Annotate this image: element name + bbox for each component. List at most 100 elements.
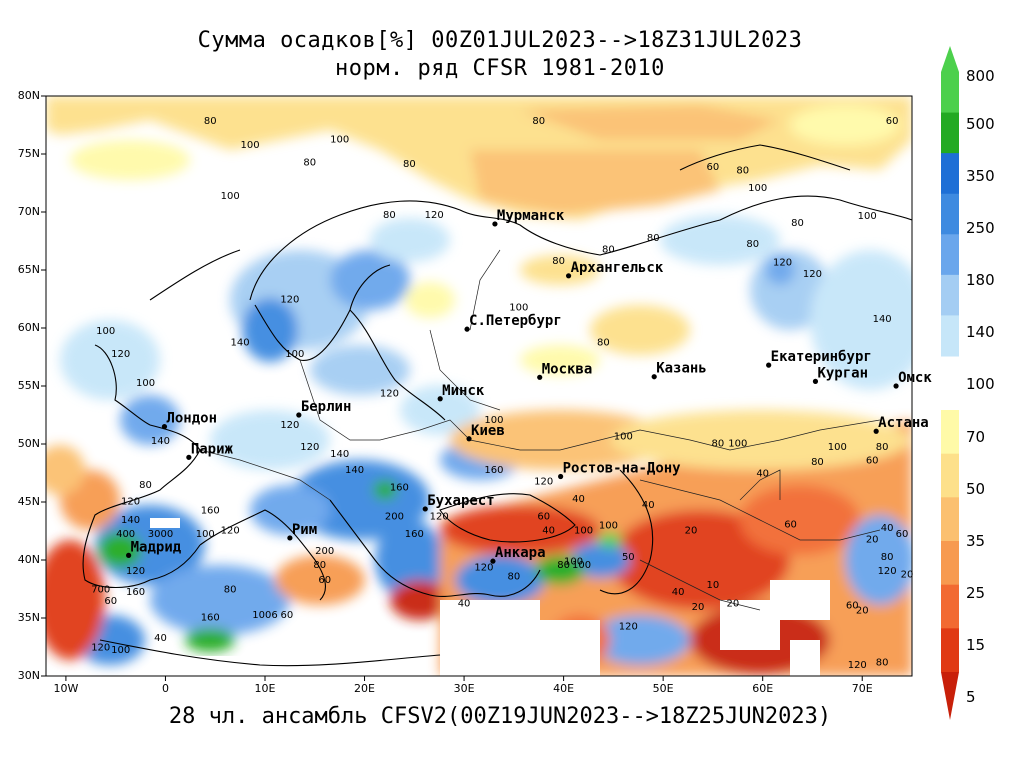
contour-label: 20: [692, 602, 705, 613]
contour-label: 100: [136, 378, 155, 389]
contour-label: 140: [231, 337, 250, 348]
colorbar-swatch: [941, 315, 959, 357]
contour-label: 80: [383, 210, 396, 221]
colorbar-label: 800: [966, 67, 995, 85]
city-dot: [893, 383, 899, 389]
contour-label: 60: [866, 456, 879, 467]
contour-label: 60: [707, 162, 720, 173]
colorbar-label: 500: [966, 115, 995, 133]
map-title-line2: норм. ряд CFSR 1981-2010: [335, 56, 665, 81]
colorbar-label: 25: [966, 584, 986, 602]
contour-label: 100: [241, 140, 260, 151]
contour-label: 100: [96, 326, 115, 337]
city-label: Минск: [442, 383, 485, 399]
contour-label: 120: [425, 210, 444, 221]
colorbar-label: 100: [966, 375, 995, 393]
contour-label: 140: [121, 515, 140, 526]
contour-label: 80: [557, 560, 570, 571]
city-dot: [422, 506, 428, 512]
contour-label: 120: [534, 477, 553, 488]
city-dot: [287, 535, 293, 541]
colorbar-label: 5: [966, 688, 976, 706]
colorbar-swatch: [941, 541, 959, 586]
colorbar-top-arrow: [941, 46, 959, 72]
city-label: Рим: [292, 522, 317, 538]
contour-label: 120: [91, 642, 110, 653]
colorbar-swatch: [941, 112, 959, 154]
contour-label: 160: [484, 465, 503, 476]
contour-label: 100: [614, 431, 633, 442]
city-dot: [812, 378, 819, 384]
contour-label: 40: [756, 468, 769, 479]
city-dot: [437, 396, 443, 402]
colorbar-label: 70: [966, 428, 986, 446]
contour-label: 20: [685, 525, 698, 536]
city-label: Екатеринбург: [771, 349, 872, 365]
contour-label: 100: [484, 415, 503, 426]
map-title-line1: Сумма осадков[%] 00Z01JUL2023-->18Z31JUL…: [197, 28, 803, 53]
contour-label: 100: [748, 183, 767, 194]
contour-label: 120: [848, 660, 867, 671]
contour-label: 120: [121, 496, 140, 507]
city-dot: [537, 374, 543, 380]
contour-label: 80: [881, 552, 894, 563]
contour-label: 120: [773, 257, 792, 268]
contour-label: 80: [876, 658, 889, 669]
contour-label: 100: [111, 645, 130, 656]
city-label: Бухарест: [427, 493, 494, 509]
contour-label: 160: [126, 587, 145, 598]
colorbar-swatch: [941, 193, 959, 235]
contour-label: 700: [91, 584, 110, 595]
lat-label: 65N: [17, 263, 40, 276]
contour-label: 400: [116, 529, 135, 540]
colorbar: [941, 46, 959, 720]
masked-zones: [150, 518, 830, 676]
contour-label: 40: [881, 523, 894, 534]
colorbar-swatch: [941, 584, 959, 629]
contour-label: 100: [221, 191, 240, 202]
city-label: Ростов-на-Дону: [563, 460, 682, 476]
city-dot: [466, 436, 472, 442]
contour-label: 80: [313, 560, 326, 571]
lon-label: 20E: [354, 682, 375, 695]
contour-label: 40: [458, 598, 471, 609]
contour-label: 120: [619, 622, 638, 633]
city-label: Берлин: [301, 399, 352, 415]
contour-label: 80: [647, 233, 660, 244]
colorbar-label: 250: [966, 219, 995, 237]
city-label: Киев: [471, 423, 505, 439]
colorbar-swatch: [941, 453, 959, 498]
contour-label: 80: [224, 584, 237, 595]
contour-label: 60: [846, 601, 859, 612]
contour-label: 60: [896, 529, 909, 540]
contour-label: 140: [345, 465, 364, 476]
city-dot: [296, 412, 302, 418]
contour-label: 60: [537, 511, 550, 522]
contour-label: 120: [111, 349, 130, 360]
contour-label: 120: [380, 388, 399, 399]
contour-label: 3000: [148, 529, 173, 540]
city-dot: [565, 273, 572, 279]
lon-label: 40E: [553, 682, 575, 695]
lon-label: 10E: [254, 682, 276, 695]
contour-label: 140: [873, 314, 892, 325]
colorbar-label: 15: [966, 636, 986, 654]
lat-label: 70N: [17, 205, 40, 218]
contour-label: 120: [878, 566, 897, 577]
contour-label: 50: [622, 552, 635, 563]
contour-label: 80: [532, 116, 545, 127]
colorbar-swatch: [941, 497, 959, 542]
lat-label: 30N: [17, 669, 40, 682]
contour-label: 140: [330, 449, 349, 460]
city-dot: [126, 552, 132, 558]
contour-label: 120: [300, 442, 319, 453]
contour-label: 100: [196, 529, 215, 540]
contour-label: 100: [330, 134, 349, 145]
city-dot: [766, 362, 772, 368]
colorbar-swatch: [941, 274, 959, 316]
contour-label: 80: [597, 337, 610, 348]
anomaly-field: [46, 96, 912, 676]
colorbar-swatch: [941, 72, 959, 114]
contour-label: 100: [285, 349, 304, 360]
